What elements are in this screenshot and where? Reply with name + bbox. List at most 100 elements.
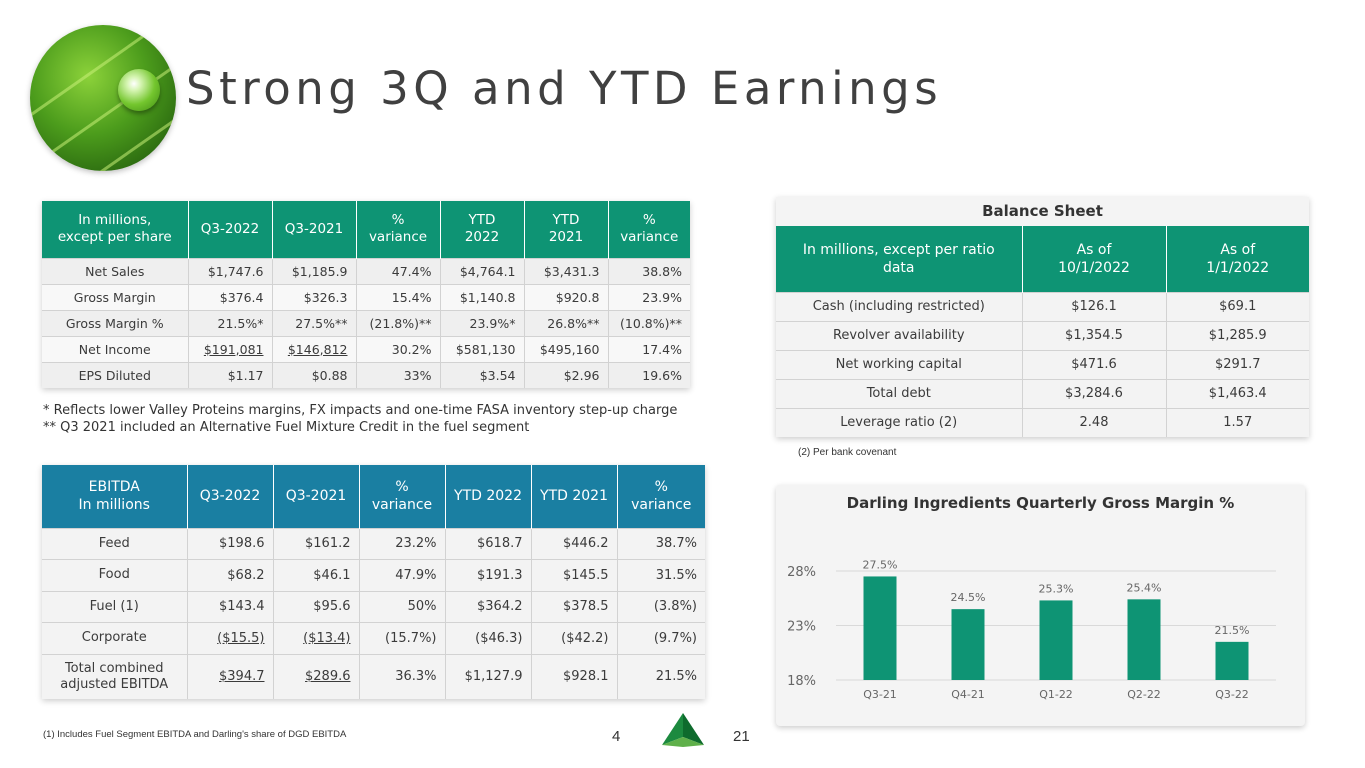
ebitda-cell: ($42.2)	[531, 622, 618, 654]
earnings-row: Gross Margin % 21.5%* 27.5%** (21.8%)** 23.9…	[42, 309, 690, 336]
ebitda-cell: 47.9%	[359, 559, 446, 591]
balance-sheet-cell: $69.1	[1166, 291, 1309, 321]
earnings-cell: 38.8%	[608, 257, 690, 284]
earnings-cell: 23.9%	[608, 283, 690, 310]
ebitda-footnote: (1) Includes Fuel Segment EBITDA and Dar…	[43, 729, 347, 740]
ebitda-header-row: EBITDA In millions Q3-2022 Q3-2021 % varia…	[42, 465, 705, 528]
ebitda-row: Food $68.2 $46.1 47.9% $191.3 $145.5 31.5%	[42, 559, 705, 591]
chart-bar	[1127, 599, 1161, 680]
ebitda-header: YTD 2022	[445, 465, 532, 528]
earnings-cell: 17.4%	[608, 335, 690, 362]
chart-bar	[1039, 600, 1073, 680]
earnings-header: % variance	[356, 201, 441, 258]
earnings-cell: $581,130	[440, 335, 525, 362]
ebitda-cell: $394.7	[187, 653, 274, 699]
ebitda-cell: $191.3	[445, 559, 532, 591]
ebitda-cell: 50%	[359, 590, 446, 623]
darling-logo-icon	[662, 713, 704, 747]
earnings-header: Q3-2022	[188, 201, 273, 258]
balance-sheet-row: Revolver availability $1,354.5 $1,285.9	[776, 320, 1309, 350]
earnings-cell: $1,185.9	[272, 257, 357, 284]
ebitda-header: EBITDA In millions	[42, 465, 188, 528]
ebitda-cell: $1,127.9	[445, 653, 532, 699]
ebitda-header: Q3-2021	[273, 465, 360, 528]
earnings-row-label: EPS Diluted	[42, 361, 189, 388]
balance-sheet-note: (2) Per bank covenant	[798, 447, 897, 458]
ebitda-cell: $618.7	[445, 527, 532, 560]
earnings-cell: $495,160	[524, 335, 609, 362]
earnings-note-2: ** Q3 2021 included an Alternative Fuel …	[43, 420, 530, 435]
page-title: Strong 3Q and YTD Earnings	[186, 62, 943, 115]
ebitda-cell: 31.5%	[617, 559, 705, 591]
balance-sheet-row: Cash (including restricted) $126.1 $69.1	[776, 291, 1309, 321]
earnings-cell: $1.17	[188, 361, 273, 388]
ebitda-cell: ($13.4)	[273, 622, 360, 654]
earnings-cell: $376.4	[188, 283, 273, 310]
ebitda-cell: $46.1	[273, 559, 360, 591]
earnings-header: Q3-2021	[272, 201, 357, 258]
chart-data-label: 25.3%	[1039, 582, 1074, 595]
ebitda-header: % variance	[359, 465, 446, 528]
earnings-row: EPS Diluted $1.17 $0.88 33% $3.54 $2.96 19.6%	[42, 361, 690, 388]
ebitda-cell: ($46.3)	[445, 622, 532, 654]
balance-sheet-cell: $1,354.5	[1022, 320, 1167, 350]
earnings-cell: (21.8%)**	[356, 309, 441, 336]
earnings-cell: (10.8%)**	[608, 309, 690, 336]
earnings-row-label: Gross Margin %	[42, 309, 189, 336]
earnings-cell: $326.3	[272, 283, 357, 310]
ebitda-cell: $68.2	[187, 559, 274, 591]
ebitda-table: EBITDA In millions Q3-2022 Q3-2021 % varia…	[42, 465, 705, 699]
earnings-row: Net Sales $1,747.6 $1,185.9 47.4% $4,764.1 $3…	[42, 257, 690, 284]
balance-sheet-row: Total debt $3,284.6 $1,463.4	[776, 378, 1309, 408]
ebitda-row-label: Corporate	[42, 622, 188, 654]
earnings-row: Net Income $191,081 $146,812 30.2% $581,130 $…	[42, 335, 690, 362]
earnings-header: YTD 2021	[524, 201, 609, 258]
balance-sheet-cell: 1.57	[1166, 407, 1309, 437]
balance-sheet-row: Leverage ratio (2) 2.48 1.57	[776, 407, 1309, 437]
ebitda-row-label: Fuel (1)	[42, 590, 188, 623]
balance-sheet-row-label: Total debt	[776, 378, 1023, 408]
balance-sheet-header: As of 1/1/2022	[1166, 226, 1309, 292]
chart-bar	[951, 609, 985, 680]
balance-sheet-header-row: In millions, except per ratio data As of 1…	[776, 226, 1309, 292]
balance-sheet-header: In millions, except per ratio data	[776, 226, 1023, 292]
ebitda-cell: $289.6	[273, 653, 360, 699]
balance-sheet-header: As of 10/1/2022	[1022, 226, 1167, 292]
ebitda-header: Q3-2022	[187, 465, 274, 528]
chart-bar	[1215, 641, 1249, 680]
earnings-cell: $3,431.3	[524, 257, 609, 284]
earnings-cell: $4,764.1	[440, 257, 525, 284]
balance-sheet-row-label: Leverage ratio (2)	[776, 407, 1023, 437]
earnings-cell: $0.88	[272, 361, 357, 388]
chart-data-label: 27.5%	[863, 558, 898, 571]
earnings-cell: 33%	[356, 361, 441, 388]
chart-xtick-label: Q2-22	[1127, 688, 1161, 701]
balance-sheet-cell: $126.1	[1022, 291, 1167, 321]
ebitda-cell: (15.7%)	[359, 622, 446, 654]
ebitda-cell: $378.5	[531, 590, 618, 623]
chart-ytick-label: 18%	[787, 674, 816, 689]
page-number-right: 21	[733, 728, 750, 745]
earnings-cell: $2.96	[524, 361, 609, 388]
earnings-header: In millions, except per share	[42, 201, 189, 258]
ebitda-cell: $198.6	[187, 527, 274, 560]
earnings-cell: $146,812	[272, 335, 357, 362]
ebitda-cell: $143.4	[187, 590, 274, 623]
balance-sheet-cell: $471.6	[1022, 349, 1167, 379]
balance-sheet-cell: $1,285.9	[1166, 320, 1309, 350]
earnings-cell: 30.2%	[356, 335, 441, 362]
earnings-row-label: Gross Margin	[42, 283, 189, 310]
earnings-cell: 26.8%**	[524, 309, 609, 336]
ebitda-cell: (3.8%)	[617, 590, 705, 623]
ebitda-cell: 23.2%	[359, 527, 446, 560]
balance-sheet-cell: $1,463.4	[1166, 378, 1309, 408]
ebitda-row: Fuel (1) $143.4 $95.6 50% $364.2 $378.5 (3.8%)	[42, 590, 705, 623]
ebitda-cell: (9.7%)	[617, 622, 705, 654]
chart-data-label: 24.5%	[951, 591, 986, 604]
balance-sheet-cell: $3,284.6	[1022, 378, 1167, 408]
chart-data-label: 21.5%	[1215, 624, 1250, 637]
earnings-cell: $1,747.6	[188, 257, 273, 284]
ebitda-row-label: Total combined adjusted EBITDA	[42, 653, 188, 699]
balance-sheet-row-label: Revolver availability	[776, 320, 1023, 350]
balance-sheet-panel: Balance Sheet In millions, except per ra…	[776, 197, 1309, 437]
